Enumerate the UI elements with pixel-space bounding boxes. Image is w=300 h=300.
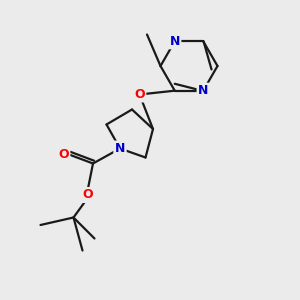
- Text: O: O: [58, 148, 69, 161]
- Text: O: O: [134, 88, 145, 101]
- Text: N: N: [115, 142, 125, 155]
- Text: O: O: [82, 188, 93, 202]
- Text: N: N: [169, 35, 180, 48]
- Text: N: N: [198, 84, 208, 97]
